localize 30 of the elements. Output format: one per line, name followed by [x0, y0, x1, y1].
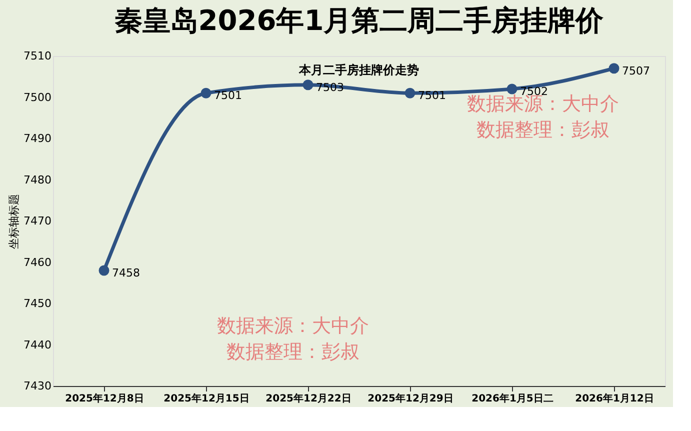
point — [98, 265, 110, 276]
annotation: 数据来源：大中介 — [217, 315, 369, 337]
y-tick-label: 7470 — [24, 214, 52, 228]
point — [302, 80, 314, 90]
point — [404, 88, 416, 98]
point — [200, 88, 212, 98]
y-tick-label: 7480 — [24, 173, 52, 186]
x-tick-label: 2025年12月15日 — [164, 392, 250, 404]
chart-title: 秦皇岛2026年1月第二周二手房挂牌价 — [114, 4, 605, 37]
y-tick-label: 7440 — [24, 338, 52, 352]
y-tick-label: 7510 — [24, 50, 52, 62]
y-axis-title: 坐标轴标题 — [8, 194, 21, 249]
y-tick-label: 7500 — [24, 90, 52, 104]
y-tick-label: 7460 — [24, 256, 52, 269]
data-label: 7501 — [214, 89, 242, 102]
y-tick-label: 7430 — [24, 380, 52, 392]
annotation: 数据整理：彭叔 — [226, 341, 360, 363]
x-tick-label: 2025年12月22日 — [266, 392, 352, 404]
text: 本月二手房挂牌价走势 — [298, 63, 419, 77]
x-tick-label: 2026年1月12日 — [575, 392, 654, 404]
x-tick-label: 2025年12月8日 — [65, 392, 144, 404]
point — [608, 63, 620, 74]
point — [506, 84, 518, 94]
y-tick-label: 7490 — [24, 132, 52, 145]
data-label: 7458 — [112, 266, 140, 280]
x-tick-label: 2025年12月29日 — [368, 392, 454, 404]
x-tick-label: 2026年1月5日二 — [472, 392, 554, 404]
y-tick-label: 7450 — [24, 297, 52, 310]
annotation: 数据整理：彭叔 — [476, 119, 610, 141]
data-label: 7507 — [622, 64, 650, 78]
